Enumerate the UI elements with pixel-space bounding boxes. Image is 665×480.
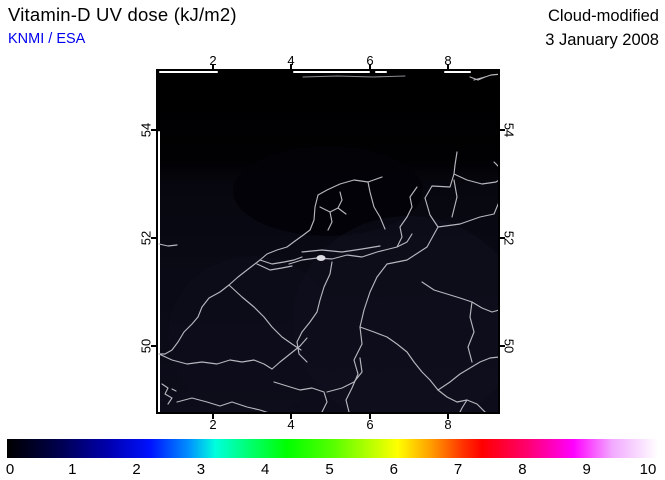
coastline: [259, 256, 303, 265]
coastline: [337, 191, 343, 209]
date-label: 3 January 2008: [545, 31, 659, 49]
y-tick-mark: [151, 129, 156, 131]
coastline: [453, 151, 458, 175]
y-tick-mark: [151, 345, 156, 347]
mode-label: Cloud-modified: [548, 7, 659, 25]
x-tick-label-bottom: 6: [366, 417, 374, 432]
x-tick-label-top: 2: [209, 53, 217, 68]
y-tick-mark: [151, 237, 156, 239]
colorbar: [7, 439, 658, 458]
coastline: [271, 337, 308, 370]
y-tick-label-right: 54: [501, 122, 517, 138]
coastline: [473, 76, 486, 81]
coastline: [327, 211, 333, 231]
coastline: [326, 357, 363, 393]
coastline: [345, 226, 439, 412]
coastline: [296, 331, 308, 363]
x-tick-label-top: 6: [366, 53, 374, 68]
y-tick-label-right: 52: [501, 230, 517, 246]
coastline: [421, 281, 498, 313]
x-tick-label-bottom: 4: [287, 417, 295, 432]
x-tick-mark: [369, 414, 371, 419]
coastline: [176, 397, 268, 412]
x-tick-mark: [447, 414, 449, 419]
page-title: Vitamin-D UV dose (kJ/m2): [8, 4, 237, 25]
coastline: [228, 284, 302, 351]
x-tick-label-bottom: 8: [444, 417, 452, 432]
y-tick-label-left: 52: [138, 230, 154, 246]
colorbar-tick-label: 6: [389, 461, 398, 478]
coastline: [319, 206, 347, 215]
coastline: [437, 356, 498, 391]
coastline: [294, 194, 319, 242]
coastline: [367, 181, 386, 230]
map-frame: [156, 69, 500, 414]
coastline: [273, 381, 328, 412]
coastline: [396, 186, 418, 248]
map-plot: [158, 71, 498, 412]
colorbar-tick-label: 7: [453, 461, 463, 478]
map-tone-patch: [168, 256, 338, 412]
coastline: [453, 173, 498, 185]
coastline: [424, 197, 498, 228]
map-tone-patch: [233, 146, 423, 236]
colorbar-tick-label: 10: [639, 461, 657, 478]
coastline: [158, 259, 261, 355]
y-tick-label-left: 50: [138, 338, 154, 354]
y-tick-label-left: 54: [138, 122, 154, 138]
coastline: [158, 243, 178, 247]
coastline: [424, 173, 455, 199]
colorbar-tick-label: 8: [518, 461, 527, 478]
x-tick-mark: [212, 414, 214, 419]
coastline: [288, 233, 413, 265]
coastline: [256, 263, 293, 271]
annotation-block: Cloud-modified 3 January 2008: [545, 4, 659, 52]
x-tick-mark: [369, 64, 371, 69]
y-tick-label-right: 50: [501, 338, 517, 354]
coastline: [301, 245, 381, 253]
bright-spot: [316, 255, 326, 261]
coastline: [459, 399, 468, 412]
colorbar-tick-label: 3: [196, 461, 206, 478]
colorbar-labels: 0 1 2 3 4 5 6 7 8 9 10: [0, 461, 665, 479]
colorbar-tick-label: 0: [5, 461, 15, 478]
coastline: [259, 240, 296, 261]
x-tick-mark: [447, 64, 449, 69]
coastline: [467, 301, 475, 363]
colorbar-tick-label: 9: [582, 461, 591, 478]
map-tone-patch: [293, 216, 498, 412]
colorbar-tick-label: 1: [68, 461, 77, 478]
coastline: [301, 261, 333, 333]
y-tick-mark: [500, 129, 505, 131]
source-label: KNMI / ESA: [8, 31, 86, 47]
x-tick-mark: [290, 414, 292, 419]
colorbar-tick-label: 5: [325, 461, 334, 478]
x-tick-label-bottom: 2: [209, 417, 217, 432]
colorbar-tick-label: 2: [132, 461, 141, 478]
coastline: [493, 161, 498, 167]
data-edge-line: [302, 75, 406, 78]
x-tick-mark: [212, 64, 214, 69]
y-tick-mark: [500, 345, 505, 347]
colorbar-tick-label: 4: [261, 461, 270, 478]
coastline: [158, 353, 273, 370]
x-tick-label-top: 8: [444, 53, 452, 68]
coastline: [317, 176, 383, 196]
y-tick-mark: [500, 237, 505, 239]
x-tick-label-top: 4: [287, 53, 295, 68]
coastline: [161, 383, 173, 405]
coastline: [359, 326, 486, 412]
coastline: [171, 388, 177, 392]
coastline: [451, 179, 458, 218]
x-tick-mark: [290, 64, 292, 69]
